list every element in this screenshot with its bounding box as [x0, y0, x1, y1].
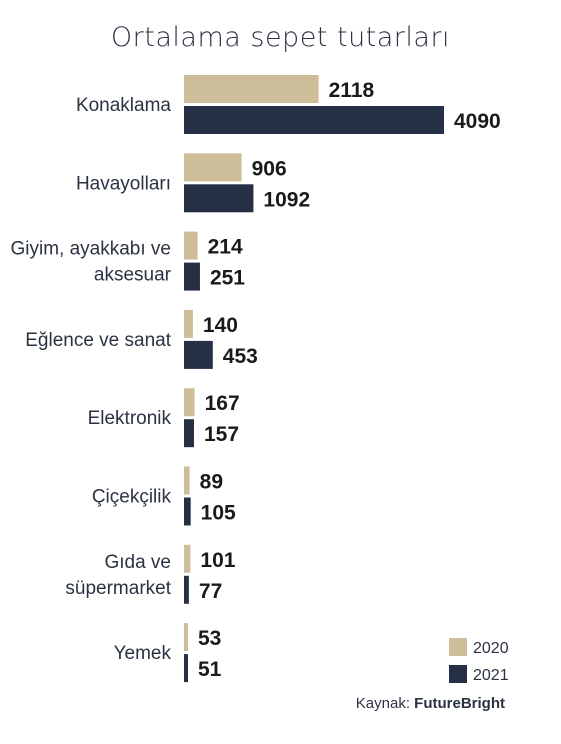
bar-2020 [184, 623, 188, 652]
source-name: FutureBright [414, 695, 505, 712]
category-label: aksesuar [94, 265, 172, 286]
legend: 2020 2021 [449, 638, 509, 684]
category-label: süpermarket [65, 578, 171, 599]
legend-label: 2021 [473, 667, 509, 684]
category-labels: Konaklama Havayolları Giyim, ayakkabı ve ak… [11, 95, 172, 664]
value-label: 101 [200, 549, 235, 572]
bar-2021 [184, 184, 254, 213]
chart-title: Ortalama sepet tutarları [110, 22, 451, 53]
value-label: 53 [198, 627, 221, 650]
bar-2020 [184, 309, 193, 338]
category-label: Gıda ve [104, 552, 171, 573]
legend-swatch-2021 [449, 665, 467, 683]
bars [184, 75, 444, 683]
value-label: 2118 [329, 79, 375, 102]
bar-2021 [184, 497, 191, 526]
value-label: 51 [198, 658, 222, 681]
value-label: 1092 [263, 188, 310, 211]
value-label: 167 [205, 392, 240, 415]
bar-2020 [184, 231, 198, 260]
bar-2021 [184, 654, 188, 683]
category-label: Elektronik [88, 408, 172, 429]
bar-2021 [184, 575, 189, 604]
bar-2020 [184, 75, 319, 103]
bar-2020 [184, 388, 195, 417]
bar-2020 [184, 544, 191, 573]
value-label: 77 [199, 580, 222, 603]
bar-2021 [184, 340, 213, 369]
bar-2021 [184, 262, 200, 291]
value-label: 453 [223, 345, 258, 368]
category-label: Konaklama [76, 95, 171, 116]
source-note: Kaynak: FutureBright [356, 695, 505, 712]
category-label: Çiçekçilik [92, 487, 172, 508]
value-label: 105 [201, 502, 236, 525]
value-label: 906 [252, 157, 287, 180]
value-label: 251 [210, 267, 245, 290]
category-label: Havayolları [76, 173, 171, 194]
value-labels: 2118 4090 906 1092 214 251 140 453 167 157 89 105 10… [198, 79, 501, 681]
legend-label: 2020 [473, 640, 509, 657]
value-label: 214 [208, 236, 243, 259]
value-label: 4090 [454, 110, 501, 133]
bar-2021 [184, 419, 194, 448]
category-label: Eğlence ve sanat [25, 330, 171, 351]
category-label: Giyim, ayakkabı ve [11, 239, 172, 260]
category-label: Yemek [114, 643, 172, 664]
value-label: 140 [203, 314, 238, 337]
value-label: 157 [204, 423, 239, 446]
bar-2021 [184, 106, 444, 134]
legend-swatch-2020 [449, 638, 467, 656]
bar-2020 [184, 466, 190, 495]
bar-2020 [184, 153, 242, 182]
value-label: 89 [200, 471, 223, 494]
source-label: Kaynak: [355, 695, 410, 712]
